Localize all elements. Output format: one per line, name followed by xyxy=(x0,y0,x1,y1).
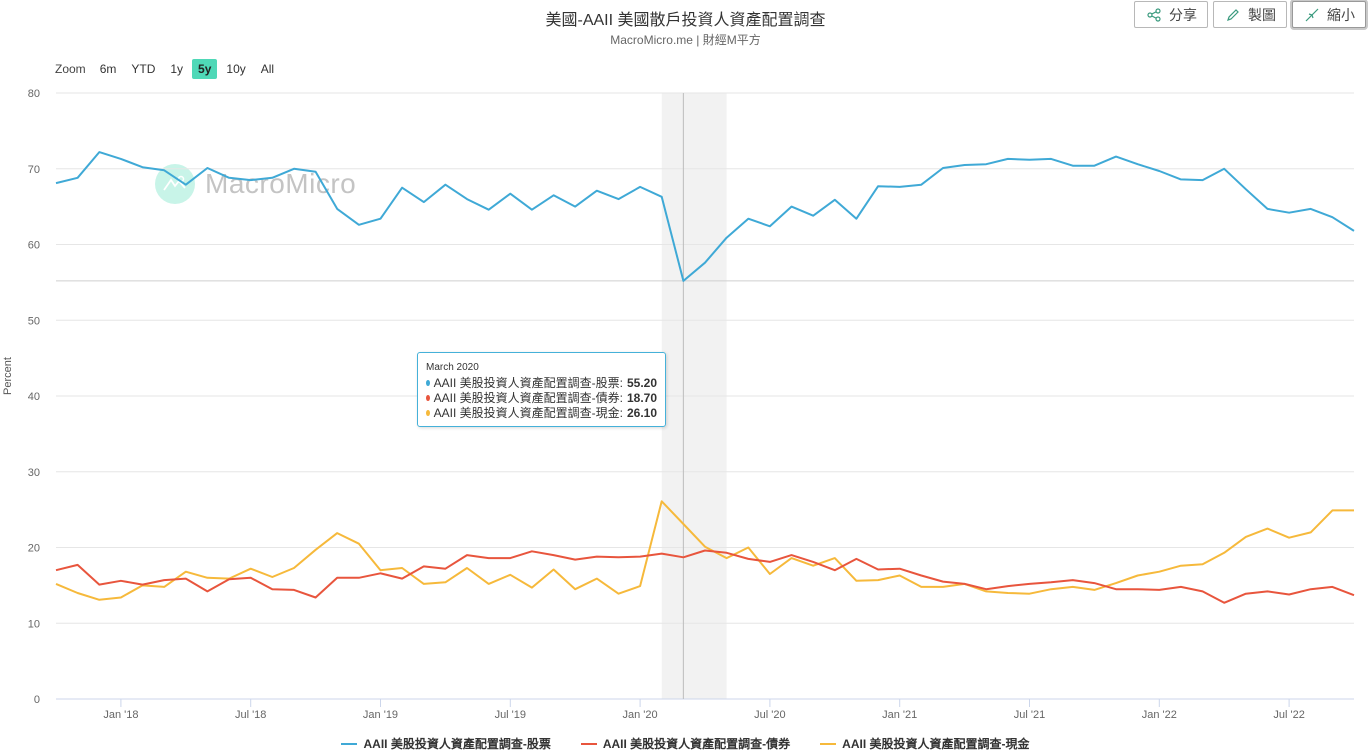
y-tick-label: 80 xyxy=(28,88,40,100)
pencil-icon xyxy=(1227,8,1239,21)
zoom-ytd-button[interactable]: YTD xyxy=(131,62,156,76)
zoom-all-button[interactable]: All xyxy=(260,62,275,76)
legend-item-bond[interactable]: AAII 美股投資人資產配置調查-債券 xyxy=(580,735,791,752)
legend-item-stock[interactable]: AAII 美股投資人資產配置調查-股票 xyxy=(341,735,551,752)
legend-label: AAII 美股投資人資產配置調查-債券 xyxy=(602,737,791,751)
series-line[interactable] xyxy=(55,500,1354,601)
tooltip-date: March 2020 xyxy=(426,362,479,373)
y-tick-label: 50 xyxy=(28,315,40,327)
tooltip-value: 18.70 xyxy=(626,390,657,405)
tooltip-label: AAII 美股投資人資產配置調查-股票: xyxy=(433,376,623,390)
x-tick-label: Jul '20 xyxy=(754,709,785,721)
series-line[interactable] xyxy=(55,549,1355,604)
y-tick-label: 20 xyxy=(28,543,40,555)
x-tick-label: Jan '21 xyxy=(882,709,917,721)
x-tick-label: Jan '19 xyxy=(363,709,398,721)
y-tick-label: 30 xyxy=(28,467,40,479)
cash-dot-icon xyxy=(426,409,430,416)
shrink-label: 縮小 xyxy=(1327,6,1355,23)
draw-label: 製圖 xyxy=(1248,6,1276,23)
legend-label: AAII 美股投資人資產配置調查-現金 xyxy=(842,737,1030,751)
x-tick-label: Jul '19 xyxy=(495,709,526,721)
x-tick-label: Jan '20 xyxy=(623,709,658,721)
y-tick-label: 10 xyxy=(28,618,40,630)
chart-toolbar: 分享 製圖 縮小 xyxy=(1134,1,1366,28)
tooltip-row-stock: AAII 美股投資人資產配置調查-股票: 55.20 xyxy=(426,375,657,390)
share-label: 分享 xyxy=(1169,6,1197,23)
x-tick-label: Jul '22 xyxy=(1273,709,1304,721)
tooltip-label: AAII 美股投資人資產配置調查-現金: xyxy=(433,406,623,420)
share-icon xyxy=(1147,7,1161,22)
range-selector: Zoom 6m YTD 1y 5y 10y All xyxy=(55,59,283,79)
x-tick-label: Jul '18 xyxy=(235,709,266,721)
zoom-6m-button[interactable]: 6m xyxy=(99,62,117,76)
series-line[interactable] xyxy=(55,151,1355,282)
legend-label: AAII 美股投資人資產配置調查-股票 xyxy=(363,737,551,751)
zoom-1y-button[interactable]: 1y xyxy=(170,62,184,76)
legend-item-cash[interactable]: AAII 美股投資人資產配置調查-現金 xyxy=(820,735,1030,752)
zoom-5y-button[interactable]: 5y xyxy=(192,59,218,79)
share-button[interactable]: 分享 xyxy=(1134,1,1208,28)
tooltip-value: 55.20 xyxy=(626,375,657,390)
y-tick-label: 0 xyxy=(34,694,40,706)
zoom-label: Zoom xyxy=(55,62,86,76)
chart-subtitle: MacroMicro.me | 財經M平方 xyxy=(610,33,761,47)
shrink-icon xyxy=(1305,8,1319,21)
x-tick-label: Jan '22 xyxy=(1142,709,1177,721)
tooltip-label: AAII 美股投資人資產配置調查-債券: xyxy=(433,391,623,405)
draw-button[interactable]: 製圖 xyxy=(1213,1,1287,28)
chart-legend: AAII 美股投資人資產配置調查-股票 AAII 美股投資人資產配置調查-債券 … xyxy=(0,735,1371,752)
shrink-button[interactable]: 縮小 xyxy=(1292,1,1366,28)
bond-dot-icon xyxy=(426,394,430,401)
y-tick-label: 60 xyxy=(28,240,40,252)
x-tick-label: Jan '18 xyxy=(103,709,138,721)
chart-title: 美國-AAII 美國散戶投資人資產配置調查 xyxy=(545,12,826,29)
x-tick-label: Jul '21 xyxy=(1014,709,1045,721)
tooltip-row-cash: AAII 美股投資人資產配置調查-現金: 26.10 xyxy=(426,405,657,420)
tooltip-value: 26.10 xyxy=(626,405,657,420)
zoom-10y-button[interactable]: 10y xyxy=(226,62,246,76)
tooltip: March 2020 AAII 美股投資人資產配置調查-股票: 55.20 AA… xyxy=(417,352,666,427)
y-tick-label: 40 xyxy=(28,391,40,403)
y-tick-label: 70 xyxy=(28,164,40,176)
stock-dot-icon xyxy=(426,379,430,386)
tooltip-row-bond: AAII 美股投資人資產配置調查-債券: 18.70 xyxy=(426,390,657,405)
legend-line-icon xyxy=(341,742,358,745)
legend-line-icon xyxy=(820,742,837,745)
legend-line-icon xyxy=(580,742,597,745)
